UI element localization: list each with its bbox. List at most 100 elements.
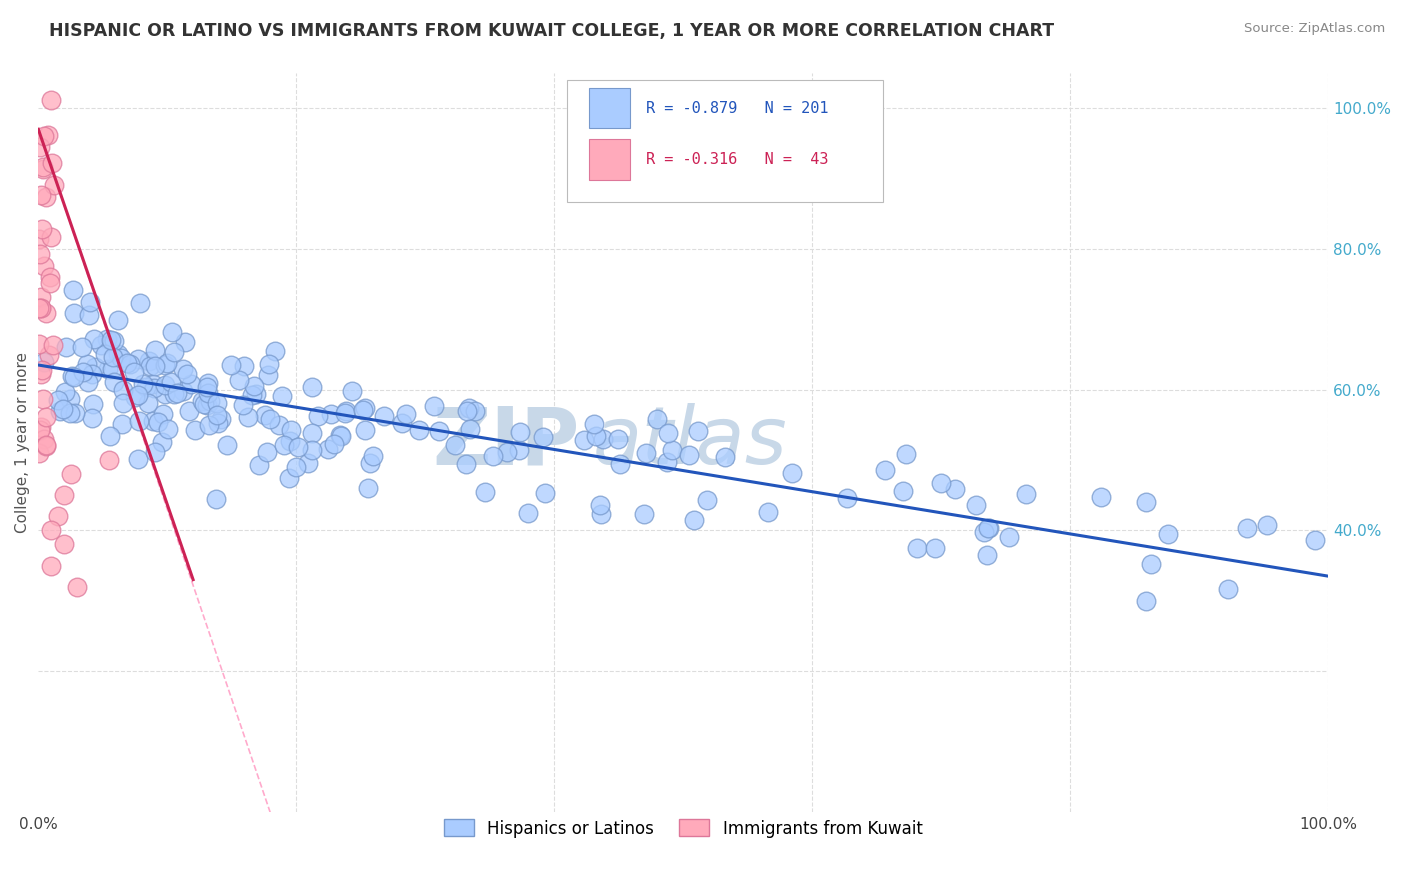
Point [329,428,352,442]
Point [30,423,52,437]
Point [474,484,496,499]
Point [634,446,657,460]
Point [30,301,52,315]
Point [39,524,62,538]
Point [39,276,62,290]
Point [301,442,323,457]
Point [287,440,309,454]
Point [965,498,987,512]
Text: R = -0.316   N =  43: R = -0.316 N = 43 [645,153,828,168]
Text: HISPANIC OR LATINO VS IMMIGRANTS FROM KUWAIT COLLEGE, 1 YEAR OR MORE CORRELATION: HISPANIC OR LATINO VS IMMIGRANTS FROM KU… [49,22,1054,40]
Point [1303,533,1326,547]
Point [103,350,125,364]
Point [83,332,105,346]
Point [591,507,613,521]
Point [592,432,614,446]
Point [30,187,52,202]
Point [111,383,134,397]
Point [53,537,76,551]
Point [124,390,146,404]
Point [76,357,98,371]
Point [156,422,179,436]
Point [39,93,62,107]
Point [118,357,141,371]
Point [458,401,481,415]
Point [301,380,323,394]
Point [263,344,285,359]
Point [30,247,52,261]
Point [143,444,166,458]
Point [82,397,104,411]
Point [97,361,120,376]
Point [998,531,1021,545]
Point [253,408,276,422]
Point [32,432,55,446]
Point [509,425,531,440]
Point [35,190,58,204]
Point [184,423,207,437]
Point [273,438,295,452]
Point [39,558,62,573]
Point [245,387,267,401]
Point [1135,594,1157,608]
Point [363,449,385,463]
Point [236,409,259,424]
Point [41,338,63,352]
Point [115,356,138,370]
Point [633,507,655,521]
Point [460,422,482,436]
Point [172,384,194,398]
Point [256,368,278,382]
Point [319,407,342,421]
Point [589,498,612,512]
Point [127,451,149,466]
Point [28,301,51,316]
Point [190,394,212,409]
Point [148,415,170,429]
Point [837,491,859,505]
Point [153,377,176,392]
Point [31,161,53,176]
Point [122,365,145,379]
Point [103,334,125,348]
Point [247,458,270,473]
Point [1015,487,1038,501]
Point [197,376,219,390]
Point [929,476,952,491]
Y-axis label: College, 1 year or more: College, 1 year or more [15,352,30,533]
Point [464,404,486,418]
Point [46,509,69,524]
Point [193,397,215,411]
Point [277,471,299,485]
Point [46,392,69,407]
Point [655,455,678,469]
Point [209,411,232,425]
Point [127,352,149,367]
Point [112,396,135,410]
Point [335,404,357,418]
Point [197,397,219,411]
Point [197,417,219,432]
Point [342,384,364,399]
Point [215,437,238,451]
Point [285,459,308,474]
Point [63,370,86,384]
Point [77,308,100,322]
Point [891,484,914,499]
Point [80,368,103,382]
Point [35,437,58,451]
Point [683,512,706,526]
Point [243,379,266,393]
Point [359,456,381,470]
Point [205,396,228,410]
Point [30,367,52,381]
Point [173,335,195,350]
Point [508,443,530,458]
Point [48,404,70,418]
Point [103,375,125,389]
Point [96,332,118,346]
Point [531,429,554,443]
Point [657,426,679,441]
Point [155,359,177,373]
Point [38,348,60,362]
